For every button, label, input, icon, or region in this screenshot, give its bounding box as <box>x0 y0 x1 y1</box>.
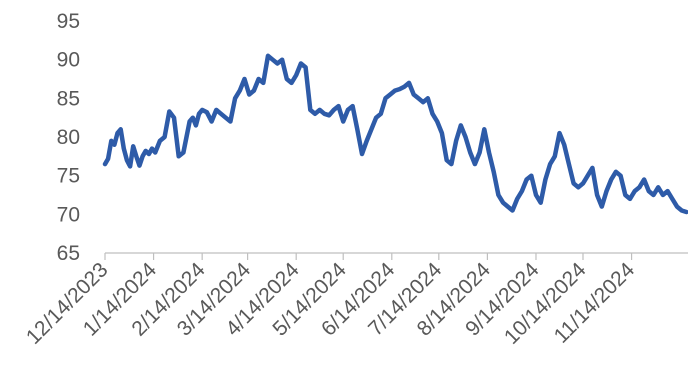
y-axis-tick-labels: 65 70 75 80 85 90 95 <box>57 10 80 265</box>
series-line-0 <box>102 53 688 215</box>
y-tick-label: 75 <box>57 165 80 188</box>
series-layer <box>102 53 688 215</box>
y-tick-label: 70 <box>57 203 80 226</box>
y-tick-label: 95 <box>57 10 80 33</box>
y-tick-label: 85 <box>57 87 80 110</box>
y-tick-label: 90 <box>57 49 80 72</box>
y-tick-label: 65 <box>57 242 80 265</box>
y-tick-label: 80 <box>57 126 80 149</box>
x-axis-tick-marks <box>104 253 633 260</box>
x-axis-tick-labels: 12/14/20231/14/20242/14/20243/14/20244/1… <box>22 258 639 349</box>
